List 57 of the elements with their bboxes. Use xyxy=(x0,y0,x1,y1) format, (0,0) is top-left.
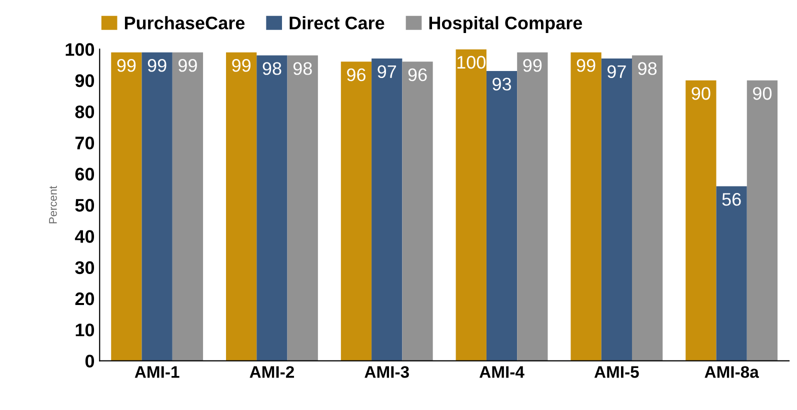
y-tick-label: 90 xyxy=(75,74,94,88)
data-label: 99 xyxy=(523,59,542,72)
data-label: 99 xyxy=(148,59,166,72)
x-tick-label: AMI-2 xyxy=(250,366,294,378)
y-tick-label: 80 xyxy=(75,105,94,118)
data-label: 98 xyxy=(293,62,312,75)
y-tick-label: 10 xyxy=(76,324,94,336)
legend-label: Hospital Compare xyxy=(429,16,582,33)
bar xyxy=(746,80,778,361)
data-label: 97 xyxy=(607,65,626,78)
bar xyxy=(456,49,486,361)
bar xyxy=(517,52,548,361)
data-label: 99 xyxy=(232,59,251,72)
data-label: 93 xyxy=(492,78,512,91)
y-tick-label: 60 xyxy=(75,168,94,181)
bar xyxy=(226,52,257,361)
x-tick-label: AMI-4 xyxy=(480,366,524,378)
data-label: 96 xyxy=(347,68,366,82)
x-tick-label: AMI-5 xyxy=(594,366,639,378)
bar xyxy=(372,58,402,361)
y-tick-label: 100 xyxy=(66,43,94,56)
bar xyxy=(256,55,288,361)
y-tick-label: 20 xyxy=(75,292,94,306)
y-tick-label: 30 xyxy=(75,261,94,274)
y-tick-label: 0 xyxy=(85,354,94,368)
data-label: 99 xyxy=(576,59,596,72)
x-tick-label: AMI-3 xyxy=(364,366,409,378)
data-label: 98 xyxy=(262,62,282,75)
bar xyxy=(402,62,433,361)
data-label: 90 xyxy=(753,87,772,100)
bar xyxy=(716,186,747,361)
data-label: 98 xyxy=(638,62,657,75)
bar xyxy=(142,52,172,361)
bar xyxy=(172,52,204,361)
bar xyxy=(601,58,632,361)
data-label: 99 xyxy=(178,59,197,72)
x-tick-label: AMI-1 xyxy=(134,366,180,378)
y-tick-label: 40 xyxy=(74,230,94,243)
bar xyxy=(111,52,142,361)
legend-label: PurchaseCare xyxy=(124,16,245,30)
bar xyxy=(486,71,518,361)
y-tick-label: 70 xyxy=(75,136,94,150)
bar xyxy=(632,55,663,361)
x-tick-label: AMI-8a xyxy=(704,366,760,378)
data-label: 100 xyxy=(457,56,486,69)
data-label: 90 xyxy=(692,87,710,100)
data-label: 96 xyxy=(408,68,427,82)
data-label: 99 xyxy=(117,59,136,72)
bar xyxy=(287,55,318,361)
data-label: 56 xyxy=(722,193,741,206)
data-label: 97 xyxy=(378,65,396,78)
y-tick-label: 50 xyxy=(75,198,94,212)
bar xyxy=(340,62,372,361)
bar xyxy=(570,52,602,361)
y-axis-title: Percent xyxy=(49,186,57,224)
legend-label: Direct Care xyxy=(290,16,384,30)
bar xyxy=(686,80,716,361)
